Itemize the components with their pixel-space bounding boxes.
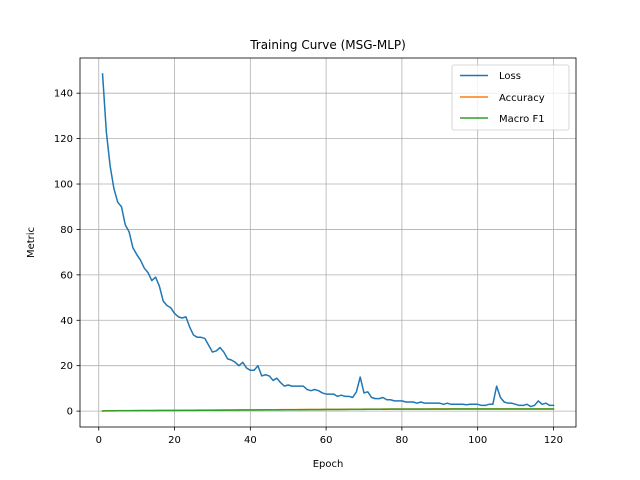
y-tick-label: 40 — [60, 316, 73, 327]
x-tick-label: 120 — [544, 435, 563, 446]
legend-label-loss: Loss — [499, 71, 521, 82]
x-tick-label: 0 — [96, 435, 102, 446]
legend-label-macro-f1: Macro F1 — [499, 114, 545, 125]
series-line-macro-f1 — [101, 408, 555, 412]
y-tick-label: 60 — [60, 270, 73, 281]
y-tick-label: 20 — [60, 361, 73, 372]
chart-title: Training Curve (MSG-MLP) — [249, 38, 406, 52]
x-tick-label: 20 — [168, 435, 181, 446]
legend: Loss Accuracy Macro F1 — [451, 64, 570, 131]
y-axis-label: Metric — [26, 227, 37, 258]
x-axis-label: Epoch — [313, 459, 344, 470]
y-tick-label: 0 — [67, 407, 73, 418]
y-tick-label: 120 — [54, 134, 73, 145]
ticks-layer: 0 20 40 60 80 100 120 0 20 40 60 80 100 120 140 — [54, 89, 563, 446]
series-layer — [101, 73, 555, 412]
x-tick-label: 60 — [320, 435, 333, 446]
x-tick-label: 40 — [244, 435, 257, 446]
legend-box — [451, 64, 570, 131]
axes-frame — [79, 57, 577, 428]
x-tick-label: 80 — [396, 435, 409, 446]
series-line-loss — [101, 73, 555, 408]
y-tick-label: 140 — [54, 89, 73, 100]
y-tick-label: 100 — [54, 180, 73, 191]
x-tick-label: 100 — [468, 435, 487, 446]
legend-label-accuracy: Accuracy — [499, 93, 545, 104]
y-tick-label: 80 — [60, 225, 73, 236]
